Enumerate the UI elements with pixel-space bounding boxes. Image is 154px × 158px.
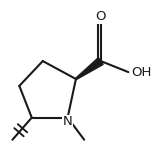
Text: N: N	[63, 115, 73, 128]
Polygon shape	[75, 58, 103, 80]
Text: O: O	[95, 10, 106, 23]
Text: OH: OH	[131, 66, 152, 79]
